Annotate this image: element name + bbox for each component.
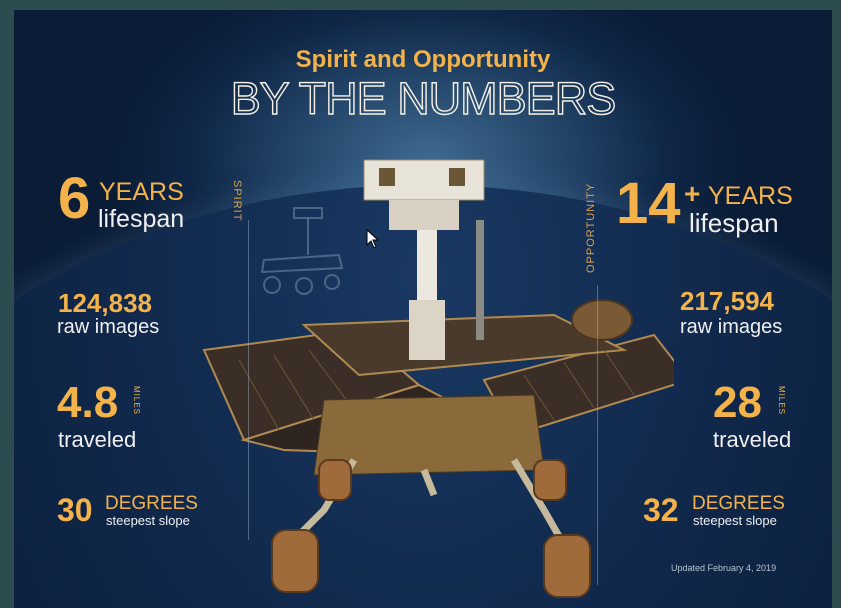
spirit-slope-caption: steepest slope	[106, 513, 190, 528]
spirit-images-caption: raw images	[57, 316, 160, 338]
opportunity-lifespan-plus: +	[684, 178, 701, 209]
spirit-slope-number: 30	[57, 492, 93, 528]
spirit-images-number: 124,838	[58, 288, 152, 318]
spirit-divider-line	[248, 220, 249, 540]
opportunity-lifespan-number: 14	[616, 171, 681, 236]
opportunity-slope-caption: steepest slope	[693, 513, 777, 528]
opportunity-lifespan-unit: YEARS	[708, 182, 793, 210]
spirit-distance-unit: MILES	[132, 386, 141, 416]
title-line2: BY THE NUMBERS	[230, 72, 617, 124]
spirit-slope-unit: DEGREES	[105, 493, 198, 514]
spirit-lifespan-unit: YEARS	[99, 178, 184, 206]
opportunity-slope-unit: DEGREES	[692, 493, 785, 514]
spirit-lifespan-number: 6	[58, 166, 91, 231]
opportunity-label: OPPORTUNITY	[585, 182, 597, 273]
spirit-lifespan-caption: lifespan	[98, 205, 185, 233]
window-frame-top	[0, 0, 841, 10]
spirit-rover-image	[260, 207, 344, 295]
opportunity-distance-unit: MILES	[777, 386, 786, 416]
window-frame-left	[0, 0, 14, 608]
infographic-slide: Spirit and Opportunity BY THE NUMBERS	[14, 10, 832, 608]
opportunity-slope-number: 32	[643, 492, 679, 528]
window-frame-right	[832, 0, 841, 608]
spirit-distance-number: 4.8	[57, 378, 119, 427]
opportunity-images-number: 217,594	[680, 286, 774, 316]
opportunity-rover-image	[202, 159, 674, 598]
mouse-cursor-icon	[366, 229, 380, 249]
opportunity-images-caption: raw images	[680, 316, 783, 338]
title-line1: Spirit and Opportunity	[295, 46, 551, 73]
spirit-label: SPIRIT	[231, 180, 243, 222]
opportunity-distance-caption: traveled	[713, 427, 792, 452]
spirit-distance-caption: traveled	[58, 427, 137, 452]
updated-footnote: Updated February 4, 2019	[671, 563, 777, 573]
opportunity-divider-line	[597, 285, 598, 585]
opportunity-distance-number: 28	[713, 378, 762, 427]
opportunity-lifespan-caption: lifespan	[689, 208, 779, 238]
